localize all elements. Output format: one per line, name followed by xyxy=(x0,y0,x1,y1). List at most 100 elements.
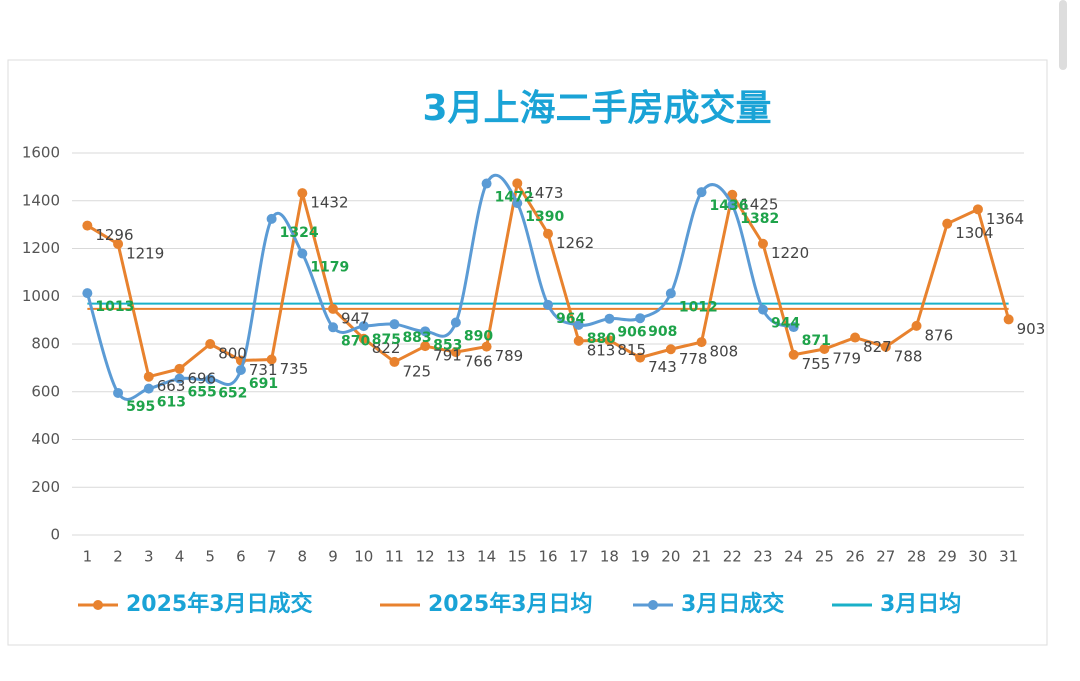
point xyxy=(297,248,308,259)
point xyxy=(143,383,154,394)
data-label: 1219 xyxy=(126,244,164,262)
x-tick-label: 6 xyxy=(236,548,246,566)
legend-label: 3月日成交 xyxy=(681,591,784,617)
data-label: 655 xyxy=(187,385,216,401)
x-tick-label: 10 xyxy=(354,548,373,566)
point xyxy=(512,178,523,189)
data-label: 1013 xyxy=(95,299,134,315)
y-tick-label: 1600 xyxy=(22,144,60,162)
legend-label: 3月日均 xyxy=(880,591,961,617)
point xyxy=(604,313,615,324)
data-label: 1220 xyxy=(771,244,809,262)
data-label: 1304 xyxy=(955,224,993,242)
point xyxy=(635,352,646,363)
data-label: 613 xyxy=(157,395,186,411)
point xyxy=(788,322,799,333)
y-tick-label: 1000 xyxy=(22,287,60,305)
data-label: 1262 xyxy=(556,234,594,252)
x-tick-label: 1 xyxy=(83,548,93,566)
x-tick-label: 13 xyxy=(446,548,465,566)
point xyxy=(420,326,431,337)
point xyxy=(727,200,738,211)
data-label: 1179 xyxy=(310,260,349,276)
x-tick-label: 29 xyxy=(938,548,957,566)
x-tick-label: 17 xyxy=(569,548,588,566)
x-tick-label: 21 xyxy=(692,548,711,566)
point xyxy=(604,335,615,346)
x-tick-label: 4 xyxy=(175,548,185,566)
data-label: 663 xyxy=(157,377,186,395)
x-tick-label: 5 xyxy=(205,548,215,566)
point xyxy=(635,313,646,324)
point xyxy=(389,356,400,367)
point xyxy=(543,299,553,310)
point xyxy=(82,220,93,231)
point xyxy=(819,344,830,355)
point xyxy=(174,373,185,384)
x-tick-label: 8 xyxy=(298,548,308,566)
data-label: 964 xyxy=(556,311,585,327)
data-label: 595 xyxy=(126,399,155,415)
chart-frame xyxy=(7,59,1048,646)
point xyxy=(543,228,553,239)
point xyxy=(850,332,861,343)
point xyxy=(113,238,124,249)
x-tick-label: 22 xyxy=(723,548,742,566)
x-tick-label: 20 xyxy=(661,548,680,566)
data-label: 743 xyxy=(648,358,677,376)
data-label: 871 xyxy=(802,333,831,349)
point xyxy=(727,189,738,200)
point xyxy=(113,387,124,398)
data-label: 788 xyxy=(894,347,923,365)
point xyxy=(481,178,492,189)
data-label: 883 xyxy=(402,330,431,346)
data-label: 1473 xyxy=(525,184,563,202)
legend-label: 2025年3月日成交 xyxy=(126,591,313,617)
point xyxy=(972,204,983,215)
y-tick-label: 0 xyxy=(50,526,60,544)
data-label: 1382 xyxy=(740,211,779,227)
point xyxy=(328,303,339,314)
point xyxy=(420,341,431,352)
point xyxy=(573,319,584,330)
data-label: 822 xyxy=(372,339,401,357)
data-label: 791 xyxy=(433,347,462,365)
data-label: 1296 xyxy=(95,226,133,244)
point xyxy=(389,319,400,330)
data-label: 766 xyxy=(464,353,493,371)
point xyxy=(266,213,277,224)
data-label: 1425 xyxy=(740,195,778,213)
point xyxy=(328,322,339,333)
data-label: 815 xyxy=(617,341,646,359)
data-label: 876 xyxy=(925,326,954,344)
point xyxy=(696,187,707,198)
point xyxy=(358,333,369,344)
data-label: 1436 xyxy=(710,198,749,214)
x-tick-label: 23 xyxy=(753,548,772,566)
scrollbar xyxy=(1059,0,1067,70)
data-label: 778 xyxy=(679,350,708,368)
x-tick-label: 11 xyxy=(385,548,404,566)
point xyxy=(1003,314,1014,325)
x-tick-label: 3 xyxy=(144,548,154,566)
x-tick-label: 19 xyxy=(631,548,650,566)
point xyxy=(143,371,154,382)
point xyxy=(205,374,216,385)
x-tick-label: 12 xyxy=(416,548,435,566)
data-label: 947 xyxy=(341,309,370,327)
data-label: 1432 xyxy=(310,194,348,212)
data-label: 875 xyxy=(372,332,401,348)
y-tick-label: 600 xyxy=(31,382,60,400)
chart-title: 3月上海二手房成交量 xyxy=(422,87,771,129)
y-tick-label: 400 xyxy=(31,430,60,448)
data-label: 944 xyxy=(771,316,800,332)
y-tick-label: 200 xyxy=(31,478,60,496)
data-label: 696 xyxy=(187,369,216,387)
data-label: 779 xyxy=(832,350,861,368)
point xyxy=(880,341,891,352)
data-label: 1364 xyxy=(986,210,1024,228)
data-label: 813 xyxy=(587,341,616,359)
point xyxy=(757,304,768,315)
point xyxy=(911,320,922,331)
x-tick-label: 26 xyxy=(846,548,865,566)
